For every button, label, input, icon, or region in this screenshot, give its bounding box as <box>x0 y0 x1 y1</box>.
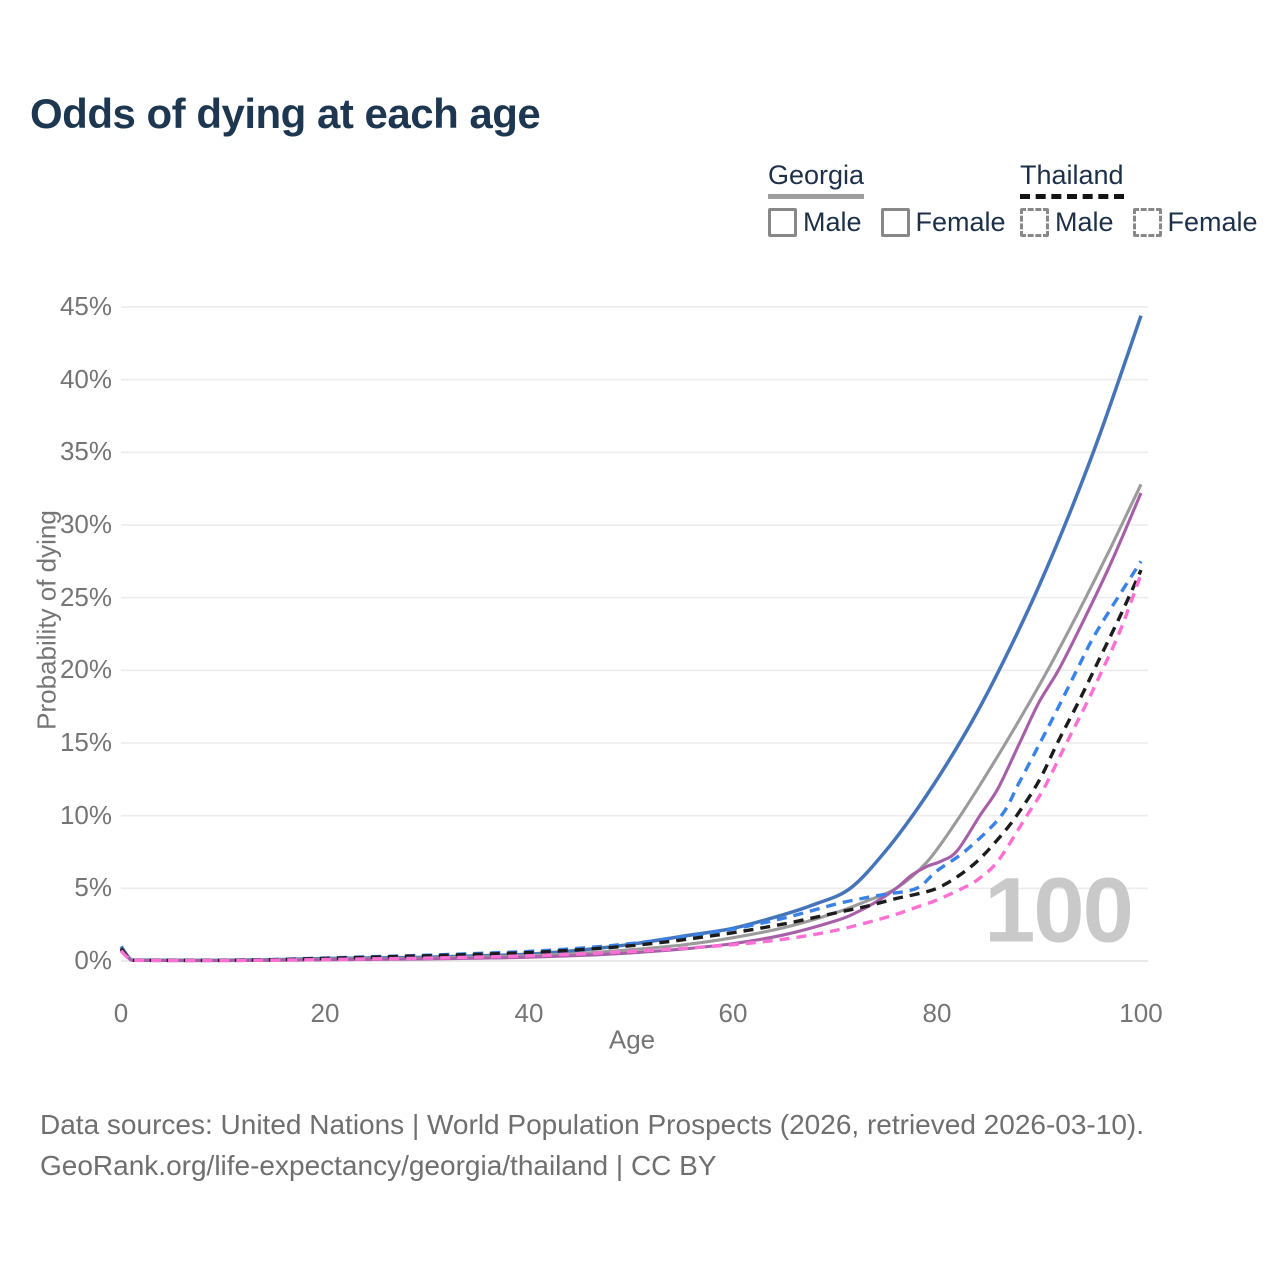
y-tick-label-0: 0% <box>74 945 112 975</box>
x-tick-label-100: 100 <box>1119 998 1163 1028</box>
legend-group-thailand: Thailand Male Female <box>1020 160 1277 238</box>
y-tick-label-10: 10% <box>59 799 112 830</box>
x-axis-title: Age <box>608 1024 656 1055</box>
y-tick-label-20: 20% <box>59 654 112 685</box>
footer: Data sources: United Nations | World Pop… <box>40 1104 1144 1186</box>
legend-georgia-row: Male Female <box>768 207 1025 238</box>
legend-swatch-thailand-male[interactable] <box>1020 208 1049 237</box>
x-tick-label-60: 60 <box>718 998 748 1028</box>
series-line-thailand_female[interactable] <box>119 573 1143 963</box>
legend-thailand-row: Male Female <box>1020 207 1277 238</box>
legend-label-georgia-male[interactable]: Male <box>803 207 862 237</box>
y-tick-label-45: 45% <box>59 291 112 321</box>
legend-label-georgia-female[interactable]: Female <box>915 207 1006 237</box>
footer-attribution: GeoRank.org/life-expectancy/georgia/thai… <box>40 1150 717 1181</box>
legend-swatch-georgia-female[interactable] <box>880 208 910 237</box>
y-tick-label-15: 15% <box>59 727 112 757</box>
legend-label-thailand-male[interactable]: Male <box>1055 207 1114 237</box>
y-tick-label-30: 30% <box>59 509 112 539</box>
x-tick-label-20: 20 <box>310 998 340 1028</box>
legend-swatch-georgia-male[interactable] <box>768 208 797 237</box>
y-tick-label-5: 5% <box>74 872 112 903</box>
series-line-georgia_female[interactable] <box>119 492 1143 963</box>
y-tick-label-25: 25% <box>59 581 112 612</box>
legend-group-georgia: Georgia Male Female <box>768 160 1025 238</box>
x-tick-label-40: 40 <box>514 998 544 1028</box>
footer-sources: Data sources: United Nations | World Pop… <box>40 1109 1145 1140</box>
y-axis-title: Probability of dying <box>31 510 62 730</box>
legend-georgia-title[interactable]: Georgia <box>768 160 865 199</box>
age-watermark: 100 <box>984 859 1133 962</box>
y-tick-label-40: 40% <box>59 363 112 394</box>
x-tick-label-0: 0 <box>113 998 129 1028</box>
legend-label-thailand-female[interactable]: Female <box>1167 207 1258 237</box>
legend-swatch-thailand-female[interactable] <box>1132 208 1162 237</box>
y-tick-label-35: 35% <box>59 436 112 467</box>
page-title: Odds of dying at each age <box>30 90 541 137</box>
legend-thailand-title[interactable]: Thailand <box>1020 160 1124 199</box>
x-tick-label-80: 80 <box>922 998 952 1028</box>
